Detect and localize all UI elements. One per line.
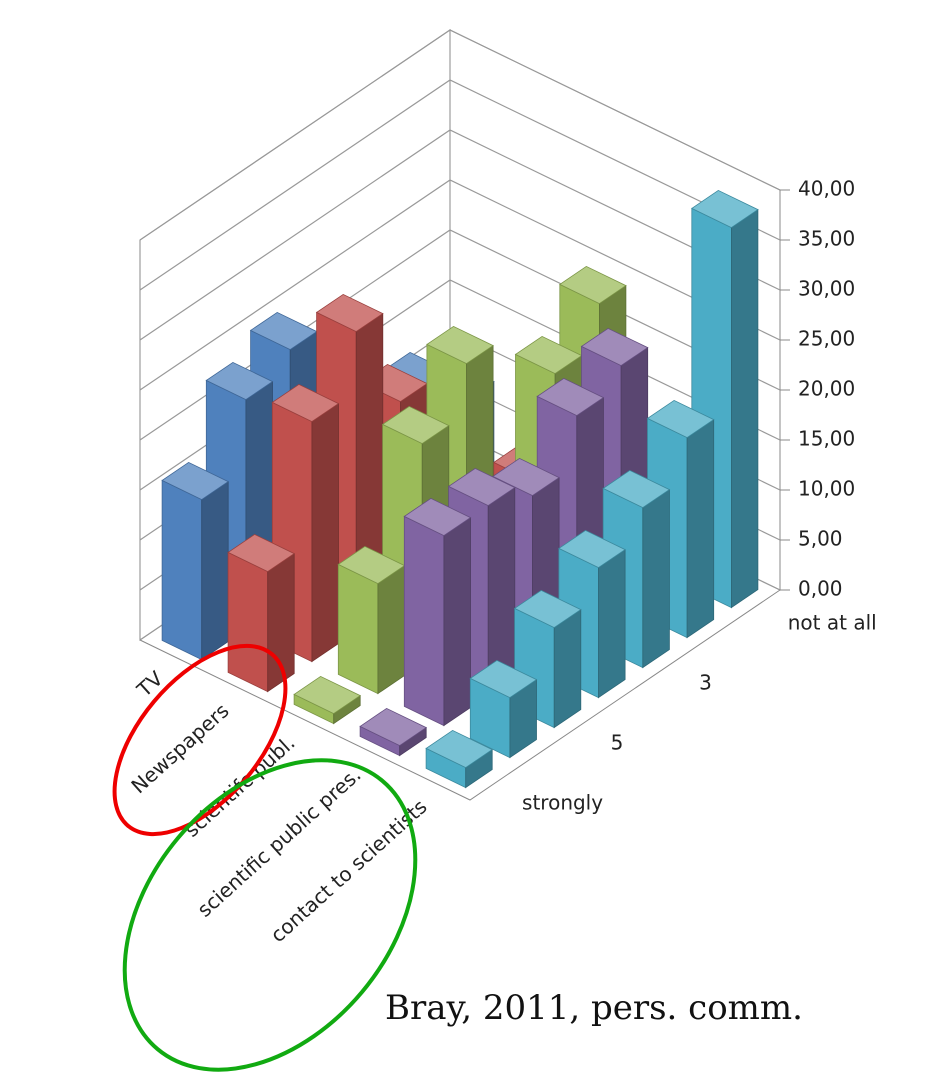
- bar-top: [271, 383, 340, 423]
- grid-line: [139, 79, 781, 291]
- bar-top: [381, 405, 450, 445]
- bar-top: [359, 707, 427, 747]
- bar-top: [580, 327, 649, 367]
- bar-top: [602, 469, 671, 509]
- bar-top: [425, 729, 493, 769]
- bar-side: [443, 516, 471, 727]
- bar-top: [559, 265, 627, 305]
- grid-line: [139, 29, 781, 241]
- y-tick-label: 30,00: [798, 277, 855, 301]
- y-tick-label: 35,00: [798, 227, 855, 251]
- bar-top: [536, 377, 605, 417]
- bar-top: [691, 189, 759, 229]
- bar: [359, 707, 427, 757]
- bar-top: [205, 361, 274, 401]
- bar: [337, 545, 406, 695]
- bar-top: [426, 325, 494, 365]
- bar-top: [492, 457, 560, 497]
- bar-front: [227, 551, 269, 693]
- x-tick-label: scientific public pres.: [192, 762, 365, 921]
- depth-tick-label: 5: [611, 730, 624, 754]
- y-tick-label: 15,00: [798, 427, 855, 451]
- bar-top: [315, 293, 384, 333]
- x-tick-label: TV: [132, 666, 168, 702]
- axis-line: [139, 589, 781, 801]
- bar-side: [201, 480, 229, 661]
- bar-top: [646, 399, 715, 439]
- bar-side: [598, 548, 626, 699]
- annotation: Bray, 2011, pers. comm.: [385, 988, 803, 1028]
- bar: [161, 461, 229, 661]
- y-tick-label: 40,00: [798, 177, 855, 201]
- bar-top: [293, 675, 361, 715]
- highlight-ellipse: [112, 643, 288, 837]
- bar-top: [558, 529, 626, 569]
- bar: [227, 533, 295, 693]
- bar-top: [469, 659, 538, 699]
- bar-side: [731, 208, 759, 609]
- bar: [425, 729, 493, 789]
- depth-tick-label: 3: [699, 670, 712, 694]
- depth-tick-label: not at all: [788, 610, 877, 634]
- bar-front: [403, 515, 445, 727]
- bar: [403, 497, 472, 727]
- grid-line: [139, 179, 781, 391]
- y-tick-label: 10,00: [798, 477, 855, 501]
- depth-tick-label: strongly: [522, 790, 603, 814]
- bar-side: [642, 488, 670, 669]
- bar-side: [311, 402, 339, 663]
- y-tick-label: 20,00: [798, 377, 855, 401]
- bar-side: [553, 608, 582, 729]
- bar-side: [377, 564, 405, 695]
- y-tick-label: 5,00: [798, 527, 843, 551]
- bar: [293, 675, 361, 725]
- highlight-ellipse: [122, 758, 418, 1072]
- bar-top: [227, 533, 295, 573]
- bar-front: [337, 563, 379, 695]
- bar-top: [447, 467, 516, 507]
- bar-side: [686, 418, 715, 639]
- bar-top: [513, 589, 582, 629]
- y-tick-label: 25,00: [798, 327, 855, 351]
- bar-top: [161, 461, 229, 501]
- grid-line: [139, 129, 781, 341]
- bar: [469, 659, 538, 759]
- y-tick-label: 0,00: [798, 577, 843, 601]
- bar-front: [161, 479, 203, 661]
- bar-top: [403, 497, 472, 537]
